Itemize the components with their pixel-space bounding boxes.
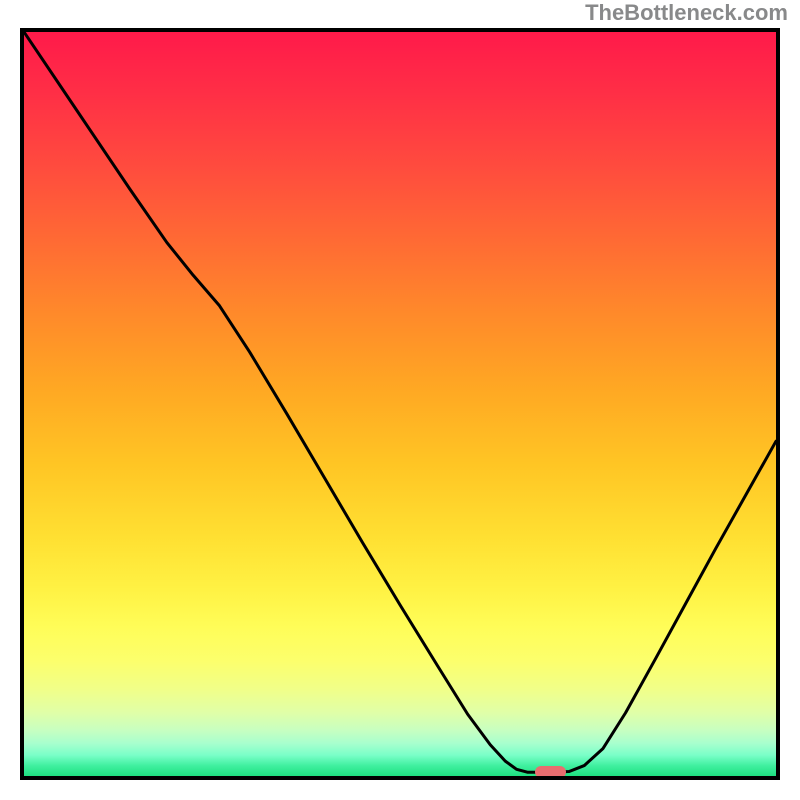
axis-bottom [20, 776, 780, 780]
chart-container: { "watermark": { "text": "TheBottleneck.… [0, 0, 800, 800]
plot-area [20, 28, 780, 780]
watermark-text: TheBottleneck.com [585, 0, 788, 26]
curve-line [24, 32, 776, 776]
axis-top [20, 28, 780, 32]
axis-right [776, 28, 780, 780]
axis-left [20, 28, 24, 780]
